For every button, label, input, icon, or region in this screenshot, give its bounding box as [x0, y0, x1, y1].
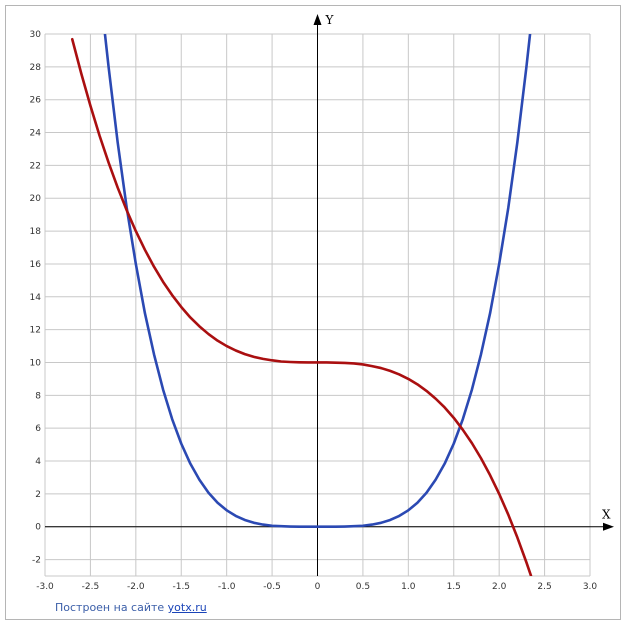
y-tick-label: 16: [30, 260, 42, 270]
credit-line: Построен на сайте yotx.ru: [55, 601, 207, 614]
x-axis-arrow: [603, 522, 614, 531]
chart-frame: -3.0 -2.5 -2.0 -1.5 -1.0 -0.5 0 0.5 1.0 1.5 2.0 2.5…: [5, 5, 621, 620]
series-line-2: [70, 37, 533, 576]
series-line-1: [103, 34, 532, 529]
y-tick-label: -2: [32, 556, 41, 566]
y-tick-label: 28: [30, 63, 42, 73]
y-axis-label: Y: [325, 13, 335, 27]
chart-svg: -3.0 -2.5 -2.0 -1.5 -1.0 -0.5 0 0.5 1.0 1.5 2.0 2.5…: [30, 13, 614, 592]
y-axis-arrow: [313, 14, 322, 25]
y-tick-label: 30: [30, 30, 42, 40]
y-tick-label: 6: [35, 424, 41, 434]
axes: [45, 14, 614, 576]
x-tick-label: 1.5: [447, 582, 461, 592]
y-tick-label: 22: [30, 161, 41, 171]
y-tick-label: 4: [35, 457, 41, 467]
x-tick-label: 2.5: [537, 582, 551, 592]
x-tick-label: -2.0: [127, 582, 145, 592]
series-layer: [70, 34, 533, 576]
x-tick-label: -3.0: [36, 582, 54, 592]
y-tick-label: 24: [30, 129, 42, 139]
x-axis-label: X: [602, 508, 611, 522]
y-tick-label: 10: [30, 358, 42, 368]
y-tick-label: 18: [30, 227, 42, 237]
x-tick-label: 0: [315, 582, 321, 592]
y-tick-label: 14: [30, 293, 42, 303]
credit-text: Построен на сайте: [55, 601, 168, 614]
x-tick-label: 0.5: [356, 582, 370, 592]
credit-link[interactable]: yotx.ru: [167, 601, 207, 614]
x-tick-label: -1.5: [172, 582, 190, 592]
x-tick-label: 2.0: [492, 582, 507, 592]
x-tick-label: -2.5: [82, 582, 100, 592]
x-tick-label: 3.0: [583, 582, 598, 592]
tick-labels: -3.0 -2.5 -2.0 -1.5 -1.0 -0.5 0 0.5 1.0 1.5 2.0 2.5…: [30, 30, 598, 592]
x-tick-label: 1.0: [401, 582, 416, 592]
y-tick-label: 8: [35, 391, 41, 401]
y-tick-label: 0: [35, 523, 41, 533]
y-tick-label: 12: [30, 326, 41, 336]
x-tick-label: -0.5: [263, 582, 281, 592]
x-tick-label: -1.0: [218, 582, 236, 592]
y-tick-label: 26: [30, 96, 42, 106]
y-tick-label: 20: [30, 194, 42, 204]
y-tick-label: 2: [35, 490, 41, 500]
